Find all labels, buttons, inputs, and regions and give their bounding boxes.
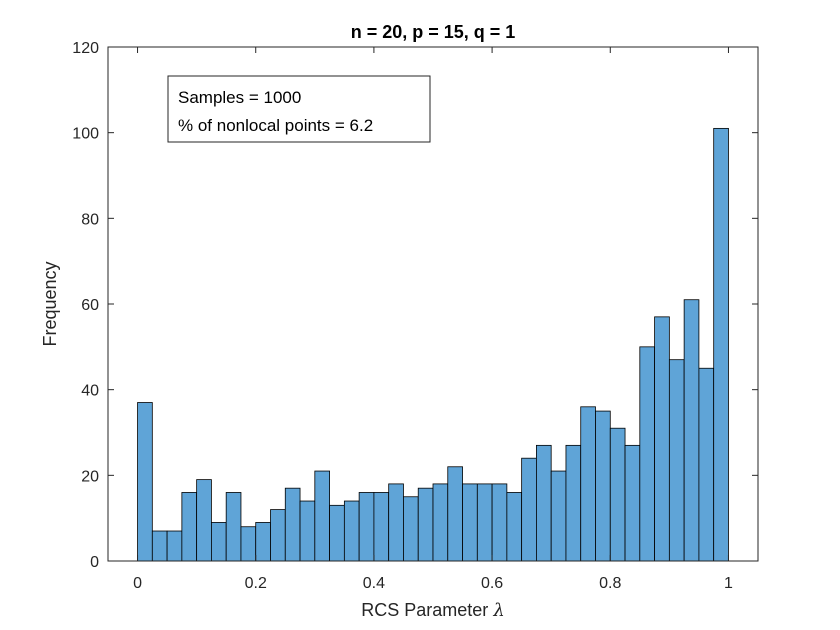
y-tick-label: 100	[72, 126, 99, 143]
lambda-symbol: λ	[492, 600, 504, 621]
histogram-bar	[595, 410, 611, 562]
histogram-bar	[668, 359, 685, 562]
histogram-bar	[624, 444, 641, 562]
y-tick-label: 20	[81, 468, 99, 485]
histogram-bar	[240, 526, 257, 562]
histogram-bar	[417, 487, 434, 562]
histogram-bar	[521, 457, 537, 562]
histogram-bar	[329, 504, 345, 562]
histogram-bar	[358, 492, 375, 562]
histogram-bar	[506, 492, 523, 562]
y-tick-label: 120	[72, 40, 99, 57]
x-tick-label: 0.4	[363, 575, 385, 592]
x-axis-label: RCS Parameter λ	[361, 600, 504, 621]
y-tick-label: 80	[81, 211, 99, 228]
ticks-group: 0 0.2 0.4 0.6 0.8 1 0 20 40 60 80 100 120	[72, 40, 758, 592]
y-tick-label: 40	[81, 383, 99, 400]
histogram-bar	[343, 500, 360, 562]
y-tick-label: 60	[81, 297, 99, 314]
annotation-box: Samples = 1000 % of nonlocal points = 6.…	[167, 75, 431, 143]
annotation-frame	[167, 75, 431, 143]
annotation-nonlocal: % of nonlocal points = 6.2	[178, 116, 373, 135]
x-tick-label: 0.2	[245, 575, 267, 592]
histogram-bar	[447, 466, 463, 562]
y-tick-label: 0	[90, 554, 99, 571]
x-tick-label: 0.8	[599, 575, 621, 592]
x-tick-label: 1	[724, 575, 733, 592]
histogram-bar	[580, 406, 596, 562]
histogram-bar	[299, 500, 316, 562]
histogram-bar	[550, 470, 567, 562]
histogram-bar	[403, 496, 419, 562]
histogram-bar	[713, 127, 729, 562]
x-tick-label: 0.6	[481, 575, 503, 592]
histogram-bar	[491, 483, 508, 562]
histogram-bar	[211, 522, 227, 562]
histogram-bar	[255, 522, 271, 562]
histogram-bar	[462, 483, 478, 562]
histogram-bar	[432, 483, 449, 562]
histogram-bar	[698, 367, 715, 562]
histogram-bar	[373, 492, 390, 562]
histogram-bar	[284, 487, 301, 562]
histogram-bar	[137, 402, 153, 562]
histogram-bar	[565, 444, 582, 562]
bars-group	[137, 127, 729, 562]
annotation-samples: Samples = 1000	[178, 88, 301, 107]
histogram-bar	[151, 530, 168, 562]
histogram-bar	[225, 492, 242, 562]
histogram-bar	[654, 316, 670, 562]
histogram-bar	[196, 479, 212, 562]
histogram-bar	[609, 427, 626, 562]
x-tick-label: 0	[133, 575, 142, 592]
chart-title: n = 20, p = 15, q = 1	[351, 22, 516, 42]
histogram-bar	[639, 346, 655, 562]
histogram-bar	[536, 444, 552, 562]
histogram-bar	[314, 470, 330, 562]
histogram-bar	[181, 492, 198, 562]
x-axis-label-text: RCS Parameter	[361, 600, 488, 620]
plot-frame	[107, 46, 759, 562]
histogram-bar	[166, 530, 183, 562]
histogram-bar	[270, 509, 286, 562]
histogram-bar	[683, 299, 700, 562]
histogram-bar	[388, 483, 404, 562]
y-axis-label: Frequency	[40, 261, 60, 346]
histogram-bar	[476, 483, 493, 562]
